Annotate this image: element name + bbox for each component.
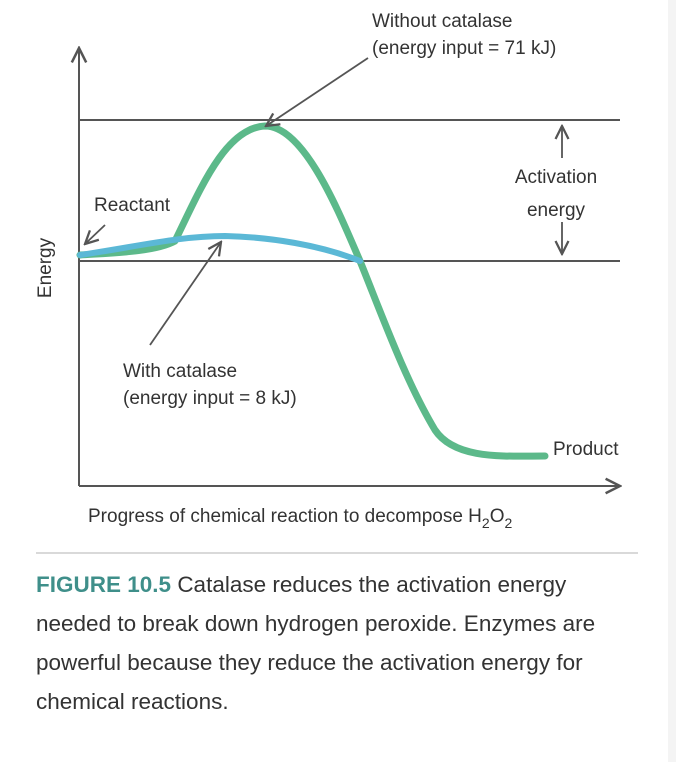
- with-catalase-pointer-arrow: [149, 242, 221, 346]
- figure-caption: FIGURE 10.5 Catalase reduces the activat…: [36, 565, 636, 721]
- figure-number: FIGURE 10.5: [36, 572, 172, 597]
- activation-energy-label: Activation: [515, 167, 597, 188]
- with-catalase-energy-label: (energy input = 8 kJ): [123, 388, 297, 409]
- without-catalase-label: Without catalase: [372, 11, 512, 32]
- reactant-label: Reactant: [94, 195, 171, 216]
- product-label: Product: [553, 439, 619, 460]
- page-edge: [668, 0, 676, 762]
- with-catalase-label: With catalase: [123, 361, 237, 382]
- x-axis-label: Progress of chemical reaction to decompo…: [88, 506, 513, 531]
- without-catalase-pointer-arrow: [266, 57, 369, 126]
- reactant-pointer-arrow: [85, 224, 106, 244]
- activation-energy-label-2: energy: [527, 200, 586, 221]
- without-catalase-energy-label: (energy input = 71 kJ): [372, 38, 556, 59]
- with-catalase-curve: [77, 232, 363, 264]
- energy-diagram: Without catalase (energy input = 71 kJ) …: [35, 11, 676, 531]
- caption-text: Catalase reduces the activation energy n…: [36, 572, 596, 714]
- y-axis-label: Energy: [35, 237, 56, 298]
- caption-divider: [36, 552, 638, 554]
